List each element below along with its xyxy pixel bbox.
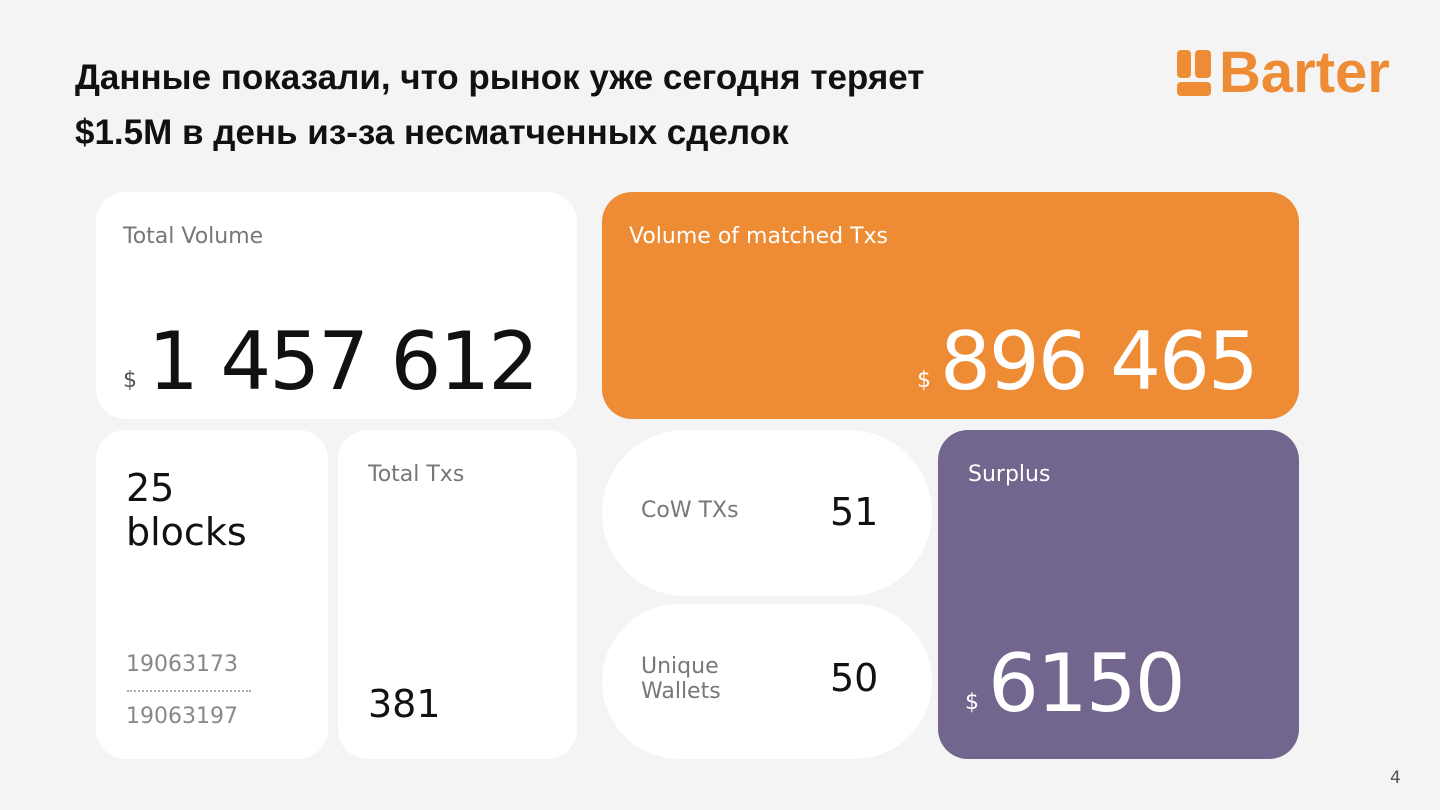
card-label: Surplus bbox=[968, 462, 1051, 487]
title-line: Данные показали, что рынок уже сегодня т… bbox=[75, 58, 925, 97]
card: Surplus $ 6150 bbox=[938, 430, 1299, 759]
currency: $ bbox=[917, 368, 931, 393]
title-line: $1.5M в день из-за несматченных сделок bbox=[75, 113, 789, 152]
currency: $ bbox=[965, 690, 979, 715]
value: 381 bbox=[368, 682, 441, 726]
card: Total Volume $ 1 457 612 bbox=[96, 192, 577, 419]
card: CoW TXs 51 bbox=[602, 430, 932, 596]
value: 896 465 bbox=[940, 315, 1259, 408]
card: Total Txs 381 bbox=[338, 430, 577, 759]
logo: Barter bbox=[1175, 40, 1390, 105]
card: Unique Wallets 50 bbox=[602, 604, 932, 759]
card: Volume of matched Txs $ 896 465 bbox=[602, 192, 1299, 419]
card-label: Total Volume bbox=[123, 224, 264, 249]
title: Данные показали, что рынок уже сегодня т… bbox=[75, 50, 924, 160]
card-label: Unique Wallets bbox=[641, 654, 721, 704]
card: 25 blocks 19063173 19063197 bbox=[96, 430, 328, 759]
block-unit: blocks bbox=[126, 510, 247, 554]
value: 51 bbox=[830, 490, 879, 534]
card-label: Total Txs bbox=[368, 462, 465, 487]
value: 6150 bbox=[988, 637, 1186, 730]
block-count: 25 bbox=[126, 466, 175, 510]
logo-icon bbox=[1177, 50, 1211, 96]
page-number: 4 bbox=[1390, 768, 1401, 788]
card-label: Volume of matched Txs bbox=[629, 224, 889, 249]
block-from: 19063173 bbox=[126, 652, 238, 677]
divider bbox=[127, 690, 251, 692]
value: 1 457 612 bbox=[148, 315, 539, 408]
logo-text: Barter bbox=[1219, 39, 1390, 105]
currency: $ bbox=[123, 368, 137, 393]
block-to: 19063197 bbox=[126, 704, 238, 729]
card-label: CoW TXs bbox=[641, 498, 739, 523]
value: 50 bbox=[830, 656, 879, 700]
